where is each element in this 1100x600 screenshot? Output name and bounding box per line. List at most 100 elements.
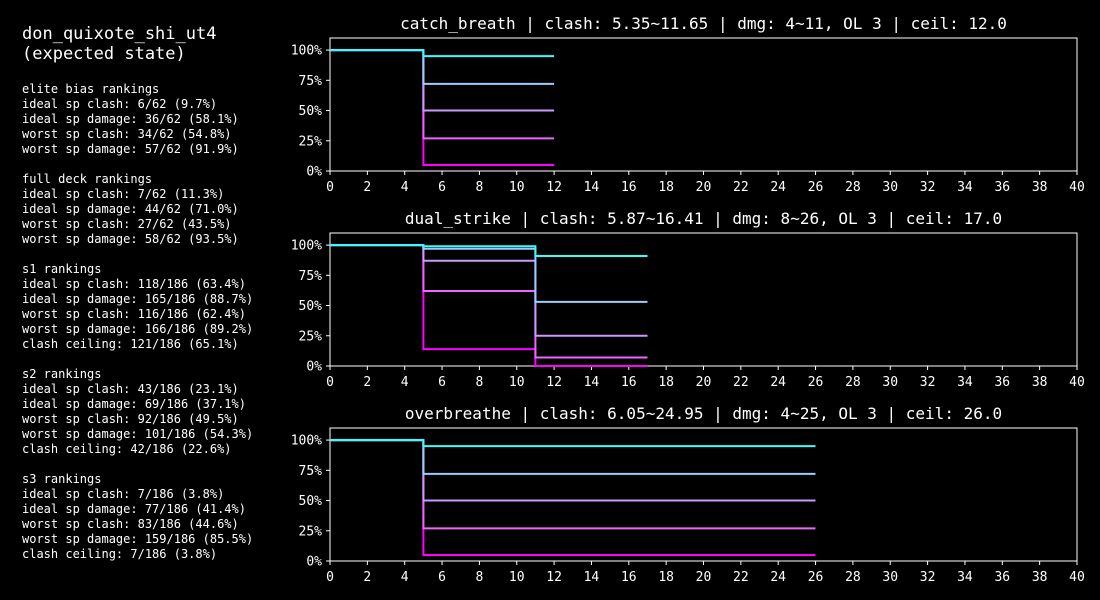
x-tick-label: 4 (401, 180, 409, 195)
chart-title: catch_breath | clash: 5.35~11.65 | dmg: … (400, 14, 1007, 33)
y-tick-label: 25% (299, 329, 323, 344)
y-tick-label: 50% (299, 299, 323, 314)
x-tick-label: 30 (882, 375, 898, 390)
ranking-line: ideal sp clash: 7/62 (11.3%) (22, 187, 225, 201)
series-line (330, 244, 648, 257)
x-tick-label: 34 (957, 180, 973, 195)
x-tick-label: 12 (546, 180, 562, 195)
x-tick-label: 36 (994, 375, 1010, 390)
ranking-section: s3 rankings ideal sp clash: 7/186 (3.8%) i… (22, 472, 292, 562)
section-heading: s3 rankings (22, 472, 102, 486)
ranking-line: worst sp clash: 34/62 (54.8%) (22, 127, 232, 141)
rankings-list: elite bias rankings ideal sp clash: 6/62 … (22, 82, 292, 562)
x-tick-label: 32 (920, 180, 936, 195)
chart-title: dual_strike | clash: 5.87~16.41 | dmg: 8… (405, 209, 1002, 228)
x-tick-label: 32 (920, 570, 936, 585)
ranking-line: clash ceiling: 42/186 (22.6%) (22, 442, 232, 456)
x-tick-label: 2 (363, 375, 371, 390)
x-tick-label: 14 (584, 570, 600, 585)
section-heading: s1 rankings (22, 262, 102, 276)
x-tick-label: 38 (1032, 180, 1048, 195)
ranking-line: worst sp clash: 83/186 (44.6%) (22, 517, 239, 531)
ranking-section: full deck rankings ideal sp clash: 7/62 (… (22, 172, 292, 247)
y-tick-label: 50% (299, 494, 323, 509)
x-tick-label: 24 (770, 375, 786, 390)
x-tick-label: 38 (1032, 375, 1048, 390)
x-tick-label: 12 (546, 570, 562, 585)
x-tick-label: 24 (770, 180, 786, 195)
x-tick-label: 34 (957, 570, 973, 585)
x-tick-label: 16 (621, 180, 637, 195)
x-tick-label: 24 (770, 570, 786, 585)
ranking-line: ideal sp clash: 43/186 (23.1%) (22, 382, 239, 396)
y-tick-label: 50% (299, 104, 323, 119)
x-tick-label: 40 (1069, 375, 1085, 390)
chart-title: overbreathe | clash: 6.05~24.95 | dmg: 4… (405, 404, 1002, 423)
x-tick-label: 20 (696, 570, 712, 585)
ranking-section: s2 rankings ideal sp clash: 43/186 (23.1%… (22, 367, 292, 457)
y-tick-label: 100% (291, 44, 322, 59)
ranking-line: worst sp damage: 166/186 (89.2%) (22, 322, 254, 336)
series-line (330, 439, 816, 448)
x-tick-label: 40 (1069, 180, 1085, 195)
x-tick-label: 2 (363, 180, 371, 195)
page-title-line: don_quixote_shi_ut4 (22, 24, 217, 44)
x-tick-label: 0 (326, 570, 334, 585)
x-tick-label: 26 (808, 180, 824, 195)
x-tick-label: 20 (696, 180, 712, 195)
ranking-line: worst sp damage: 57/62 (91.9%) (22, 142, 239, 156)
section-heading: elite bias rankings (22, 82, 160, 96)
x-tick-label: 22 (733, 570, 749, 585)
x-tick-label: 40 (1069, 570, 1085, 585)
ranking-section: elite bias rankings ideal sp clash: 6/62 … (22, 82, 292, 157)
x-tick-label: 18 (658, 375, 674, 390)
x-tick-label: 30 (882, 570, 898, 585)
x-tick-label: 14 (584, 180, 600, 195)
ranking-line: clash ceiling: 7/186 (3.8%) (22, 547, 218, 561)
x-tick-label: 26 (808, 375, 824, 390)
series-line (330, 49, 555, 58)
x-tick-label: 14 (584, 375, 600, 390)
x-tick-label: 0 (326, 375, 334, 390)
x-tick-label: 36 (994, 180, 1010, 195)
y-tick-label: 25% (299, 134, 323, 149)
x-tick-label: 4 (401, 375, 409, 390)
x-tick-label: 20 (696, 375, 712, 390)
plot-frame (329, 427, 1078, 562)
y-tick-label: 75% (299, 464, 323, 479)
plot-frame (329, 37, 1078, 172)
section-heading: full deck rankings (22, 172, 153, 186)
x-tick-label: 12 (546, 375, 562, 390)
x-tick-label: 30 (882, 180, 898, 195)
x-tick-label: 28 (845, 375, 861, 390)
x-tick-label: 32 (920, 375, 936, 390)
x-tick-label: 22 (733, 375, 749, 390)
x-tick-label: 8 (475, 180, 483, 195)
x-tick-label: 8 (475, 570, 483, 585)
x-tick-label: 34 (957, 375, 973, 390)
y-tick-label: 100% (291, 239, 322, 254)
x-tick-label: 18 (658, 570, 674, 585)
ranking-line: worst sp damage: 159/186 (85.5%) (22, 532, 254, 546)
x-tick-label: 36 (994, 570, 1010, 585)
x-tick-label: 6 (438, 375, 446, 390)
x-tick-label: 6 (438, 570, 446, 585)
x-tick-label: 26 (808, 570, 824, 585)
x-tick-label: 2 (363, 570, 371, 585)
x-tick-label: 38 (1032, 570, 1048, 585)
y-tick-label: 100% (291, 434, 322, 449)
plot-frame (329, 232, 1078, 367)
summary-panel: don_quixote_shi_ut4 (expected state) eli… (22, 24, 292, 577)
ranking-line: ideal sp damage: 44/62 (71.0%) (22, 202, 239, 216)
ranking-line: ideal sp damage: 36/62 (58.1%) (22, 112, 239, 126)
x-tick-label: 8 (475, 375, 483, 390)
x-tick-label: 10 (509, 180, 525, 195)
y-tick-label: 0% (306, 165, 322, 180)
x-tick-label: 10 (509, 570, 525, 585)
y-tick-label: 75% (299, 269, 323, 284)
x-tick-label: 16 (621, 375, 637, 390)
y-tick-label: 25% (299, 524, 323, 539)
ranking-line: worst sp clash: 116/186 (62.4%) (22, 307, 246, 321)
x-tick-label: 28 (845, 180, 861, 195)
